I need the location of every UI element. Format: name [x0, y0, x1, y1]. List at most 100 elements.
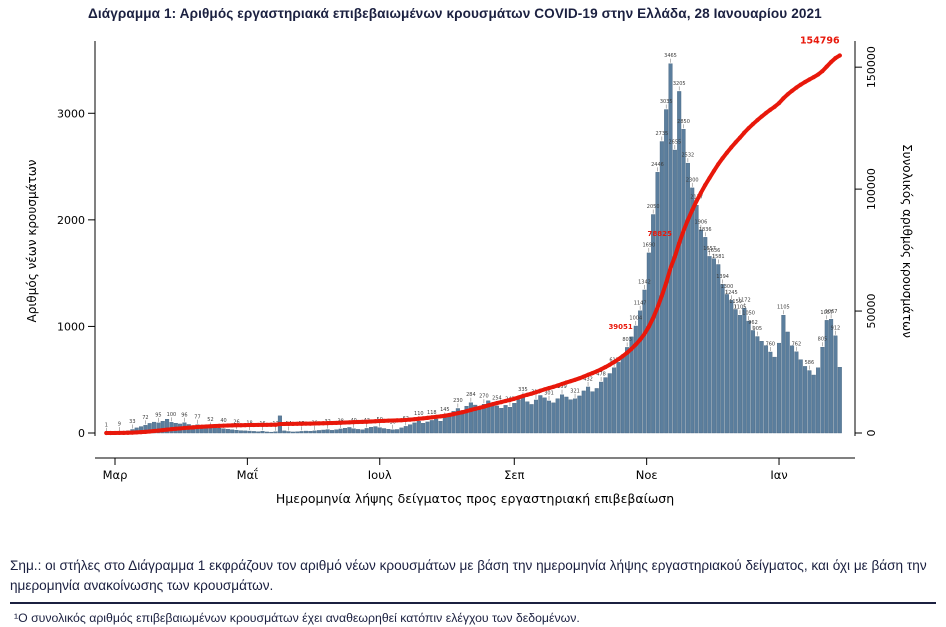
cumulative-point [503, 398, 508, 404]
bar-value-label: 1690 [642, 242, 655, 248]
cumulative-point [664, 280, 669, 285]
x-axis-title: Ημερομηνία λήψης δείγματος προς εργαστηρ… [276, 491, 674, 506]
cumulative-point [737, 135, 743, 140]
cumulative-point [659, 293, 664, 298]
cumulative-point [408, 417, 413, 422]
cumulative-point [138, 430, 144, 435]
cumulative-point [512, 396, 517, 401]
cumulative-point [681, 228, 686, 233]
cumulative-point [533, 390, 539, 395]
bar [473, 404, 478, 434]
cumulative-point [529, 391, 534, 396]
bar [468, 402, 473, 434]
cumulative-point [386, 418, 391, 423]
cumulative-point [286, 421, 291, 426]
bar [829, 319, 834, 434]
cumulative-point [225, 423, 230, 428]
bar [290, 431, 295, 434]
cumulative-point [607, 362, 612, 367]
cumulative-point [121, 430, 126, 435]
bar [403, 426, 408, 434]
bar [833, 335, 838, 434]
cumulative-point [395, 418, 400, 423]
bar [434, 418, 439, 434]
bar [425, 421, 430, 434]
cumulative-point [334, 420, 339, 426]
cumulative-point [347, 420, 352, 425]
cumulative-point [130, 430, 135, 435]
bar-value-label: 270 [479, 394, 489, 400]
bar [594, 388, 599, 434]
bar-value-label: 2300 [686, 177, 699, 183]
bar [308, 431, 313, 434]
cumulative-point [290, 421, 296, 426]
bar-value-label: 77 [194, 414, 200, 420]
y-right-tick-label: 50000 [865, 294, 878, 329]
bar [677, 91, 682, 434]
bar [264, 431, 269, 434]
bar-value-label: 301 [544, 390, 554, 396]
bar [156, 422, 161, 434]
cumulative-point [651, 315, 656, 321]
cumulative-point [360, 419, 365, 424]
bar [790, 345, 795, 434]
cumulative-point [212, 423, 217, 429]
bar [664, 109, 669, 434]
bar [750, 330, 755, 434]
bar-value-label: 1105 [777, 305, 790, 311]
cumulative-point [221, 423, 226, 428]
cumulative-point [234, 423, 239, 428]
cumulative-point [351, 420, 356, 425]
bar [599, 381, 604, 434]
bar [499, 408, 504, 434]
cumulative-point [208, 424, 213, 429]
bar [560, 394, 565, 434]
bar [781, 315, 786, 434]
bar [646, 252, 651, 434]
cumulative-point [151, 428, 157, 434]
cumulative-point [468, 407, 473, 413]
cumulative-point [729, 145, 734, 150]
cumulative-point [477, 405, 482, 410]
bar [477, 407, 482, 434]
cumulative-point [629, 346, 634, 351]
cumulative-point [763, 110, 769, 116]
bar-value-label: 230 [453, 398, 463, 404]
cumulative-point [260, 422, 265, 427]
cumulative-annotation: 78825 [648, 230, 672, 238]
bar-value-label: 1657 [703, 246, 716, 252]
bar-value-label: 1105 [734, 305, 747, 311]
bar [395, 429, 400, 434]
bar [251, 431, 256, 434]
cumulative-point [243, 423, 248, 428]
y-left-tick-label: 2000 [57, 214, 85, 227]
cumulative-point [195, 424, 200, 430]
bar [798, 359, 803, 434]
cumulative-point [720, 156, 725, 161]
bar [343, 428, 348, 434]
cumulative-point [698, 190, 704, 195]
bar [551, 402, 556, 434]
bar [729, 300, 734, 434]
cumulative-point [559, 381, 565, 387]
bar-value-label: 478 [596, 372, 606, 378]
bar-value-label: 1172 [738, 298, 751, 304]
cumulative-point [455, 411, 460, 416]
cumulative-point [182, 425, 187, 431]
bar [316, 430, 322, 434]
cumulative-point [377, 418, 382, 424]
bar [303, 430, 308, 434]
cumulative-point [525, 392, 530, 397]
cumulative-point [447, 412, 452, 418]
footnote-divider [10, 602, 936, 604]
bar [490, 402, 495, 434]
bar [785, 331, 790, 434]
bar [390, 429, 395, 434]
cumulative-point [685, 217, 690, 223]
axes: 0 1000 2000 3000 0 50000 100000 150000 Μαρ Μαΐ Ιου… [57, 41, 878, 482]
cumulative-point [368, 419, 374, 424]
cumulative-point [134, 430, 139, 435]
cumulative-point [169, 427, 174, 432]
bar [247, 430, 252, 434]
bar-value-label: 1342 [638, 279, 651, 285]
